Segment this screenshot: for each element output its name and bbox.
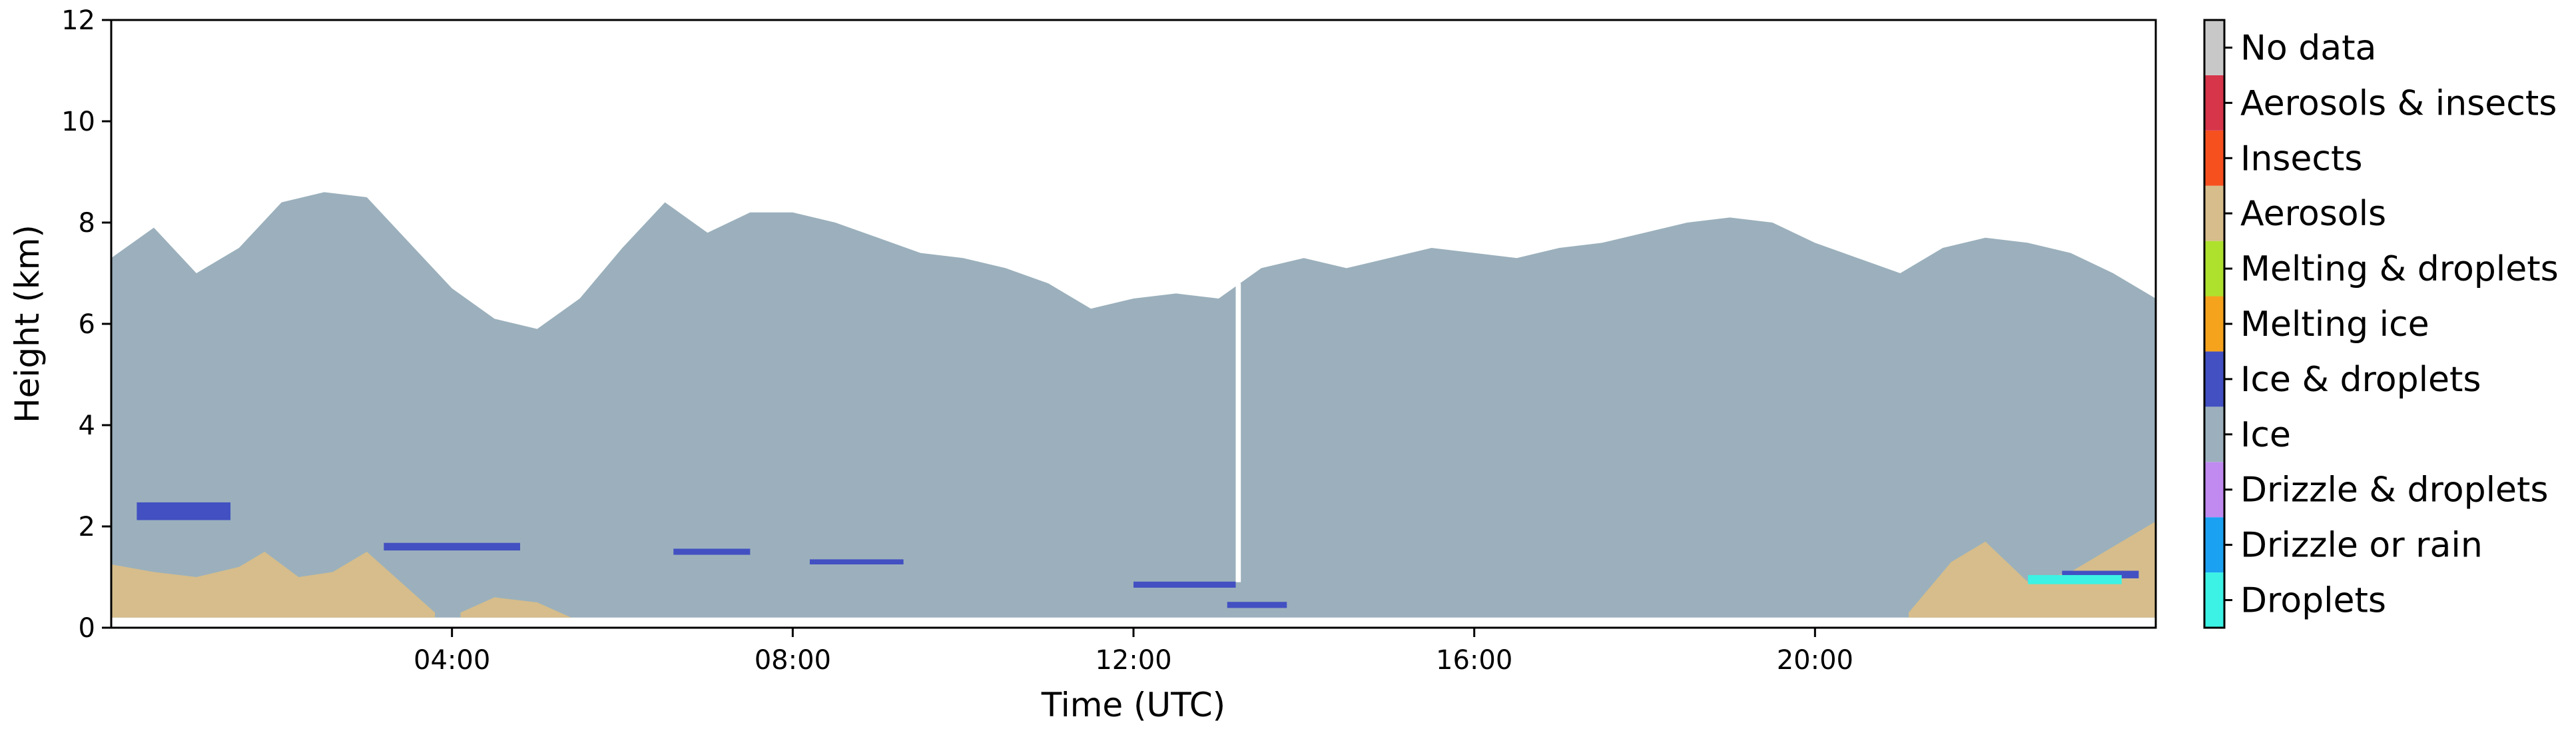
aerosol-layer xyxy=(460,597,571,618)
colorbar-label: Melting ice xyxy=(2240,305,2429,345)
colorbar-swatch xyxy=(2204,130,2224,186)
ice-region xyxy=(111,192,2156,618)
colorbar: Droplets Drizzle or rain Drizzle & droplet… xyxy=(2203,19,2559,629)
colorbar-swatch xyxy=(2204,20,2224,75)
plot-area xyxy=(111,192,2156,618)
colorbar-label: Drizzle or rain xyxy=(2240,526,2483,566)
droplets-segment xyxy=(2028,574,2122,584)
ice-droplets-segment xyxy=(2062,570,2139,578)
colorbar-swatch xyxy=(2204,296,2224,352)
colorbar-frame xyxy=(2203,19,2226,629)
colorbar-swatch xyxy=(2204,351,2224,407)
colorbar-label: Melting & droplets xyxy=(2240,249,2559,289)
x-axis-label: Time (UTC) xyxy=(1041,686,1225,724)
y-tick-label: 2 xyxy=(79,512,95,542)
colorbar-swatch xyxy=(2204,462,2224,518)
y-tick-label: 12 xyxy=(61,5,95,36)
y-tick-label: 8 xyxy=(79,208,95,239)
ice-droplets-segment xyxy=(1227,602,1287,608)
colorbar-swatch xyxy=(2204,517,2224,573)
ice-droplets-segment xyxy=(673,548,751,555)
ice-droplets-segment xyxy=(809,559,904,564)
x-tick-label: 12:00 xyxy=(1095,645,1171,676)
y-axis-label: Height (km) xyxy=(8,225,47,423)
y-tick-label: 10 xyxy=(61,107,95,137)
colorbar-swatch xyxy=(2204,185,2224,241)
colorbar-swatch xyxy=(2204,241,2224,297)
colorbar-swatch xyxy=(2204,406,2224,462)
colorbar-label: Aerosols xyxy=(2240,194,2386,234)
colorbar-label: Drizzle & droplets xyxy=(2240,470,2549,510)
y-tick-label: 0 xyxy=(79,613,95,644)
y-tick-label: 4 xyxy=(79,410,95,441)
ice-droplets-segment xyxy=(1133,581,1236,588)
colorbar-label: Ice xyxy=(2240,415,2291,455)
colorbar-swatch xyxy=(2204,572,2224,628)
colorbar-label: Ice & droplets xyxy=(2240,360,2481,400)
x-tick-label: 08:00 xyxy=(755,645,831,676)
colorbar-label: Insects xyxy=(2240,139,2362,179)
data-gap xyxy=(1235,283,1241,582)
axis-ticks: 04:00 08:00 12:00 16:00 20:00 0 2 4 6 8 10 12 xyxy=(61,5,1853,676)
colorbar-label: No data xyxy=(2240,28,2376,68)
ice-droplets-segment xyxy=(137,502,231,520)
colorbar-label: Droplets xyxy=(2240,581,2386,621)
x-tick-label: 20:00 xyxy=(1777,645,1853,676)
colorbar-label: Aerosols & insects xyxy=(2240,83,2557,123)
aerosol-layer xyxy=(1909,521,2156,618)
aerosol-layer xyxy=(111,552,436,618)
colorbar-swatch xyxy=(2204,75,2224,131)
ice-droplets-segment xyxy=(384,542,520,551)
x-tick-label: 04:00 xyxy=(414,645,490,676)
x-tick-label: 16:00 xyxy=(1436,645,1512,676)
y-tick-label: 6 xyxy=(79,309,95,340)
